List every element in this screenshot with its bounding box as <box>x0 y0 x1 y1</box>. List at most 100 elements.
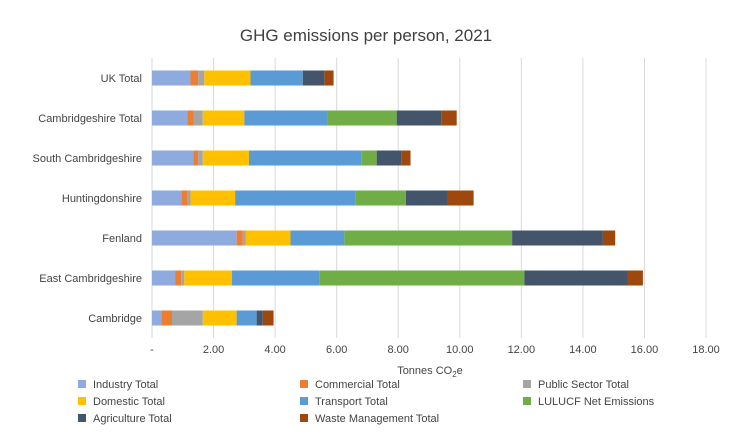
legend-label: Agriculture Total <box>93 413 172 425</box>
bar-segment <box>256 310 263 326</box>
legend-label: Waste Management Total <box>315 413 439 425</box>
bar-segment <box>236 310 257 326</box>
category-label: UK Total <box>101 73 142 85</box>
bar-segment <box>181 270 185 286</box>
bar-segment <box>245 230 291 246</box>
bar-segment <box>152 70 191 86</box>
bar-segment <box>324 70 334 86</box>
x-tick-label: 2.00 <box>203 344 224 356</box>
legend-label: Public Sector Total <box>538 379 629 391</box>
bar-segment <box>355 190 406 206</box>
legend-swatch <box>78 380 86 388</box>
bar-segment <box>344 230 513 246</box>
bar-segment <box>161 310 173 326</box>
legend-item: Transport Total <box>300 396 388 408</box>
bar-segment <box>193 150 199 166</box>
bar-segment <box>187 190 191 206</box>
legend-swatch <box>78 397 86 405</box>
category-label: Cambridgeshire Total <box>38 113 142 125</box>
bar-segment <box>202 110 245 126</box>
x-axis-title-main: Tonnes CO <box>397 365 452 377</box>
bar-segment <box>248 150 362 166</box>
bar-segment <box>190 190 236 206</box>
legend-swatch <box>523 380 531 388</box>
category-label: Cambridge <box>88 313 142 325</box>
legend-item: Commercial Total <box>300 379 400 391</box>
legend-swatch <box>300 397 308 405</box>
bar-segment <box>198 150 203 166</box>
bar-segment <box>319 270 525 286</box>
bar-segment <box>376 150 402 166</box>
bar-segment <box>152 310 162 326</box>
bar-segment <box>202 310 237 326</box>
legend-swatch <box>300 414 308 422</box>
bar-segment <box>152 110 188 126</box>
legend-swatch <box>78 414 86 422</box>
legend-item: Domestic Total <box>78 396 165 408</box>
bar-segment <box>198 70 205 86</box>
bar-segment <box>327 110 397 126</box>
legend-label: Industry Total <box>93 379 158 391</box>
bar-segment <box>602 230 616 246</box>
bar-segment <box>524 270 628 286</box>
legend-item: Agriculture Total <box>78 413 172 425</box>
x-tick-label: 12.00 <box>508 344 536 356</box>
bar-segment <box>361 150 377 166</box>
legend-swatch <box>300 380 308 388</box>
bar-segment <box>512 230 603 246</box>
bar-segment <box>447 190 474 206</box>
bar-segment <box>290 230 345 246</box>
bar-segment <box>190 70 199 86</box>
x-tick-label: 14.00 <box>569 344 597 356</box>
legend: Industry Total Commercial Total Public Sec… <box>78 379 655 425</box>
bar-segment <box>202 150 249 166</box>
x-tick-label: 16.00 <box>631 344 659 356</box>
x-tick-label: 6.00 <box>326 344 347 356</box>
legend-item: Public Sector Total <box>523 379 629 391</box>
bar-segment <box>441 110 457 126</box>
category-label: East Cambridgeshire <box>39 273 142 285</box>
x-axis-title-end: e <box>457 365 463 377</box>
bar-segment <box>236 230 243 246</box>
legend-label: Transport Total <box>315 396 388 408</box>
x-tick-label: - <box>150 344 154 356</box>
bar-segment <box>235 190 356 206</box>
bar-segment <box>172 310 203 326</box>
bar-segment <box>302 70 325 86</box>
x-tick-labels: - 2.00 4.00 6.00 8.00 10.00 12.00 14.00 16.00 18.… <box>150 344 720 356</box>
legend-label: LULUCF Net Emissions <box>538 396 655 408</box>
bar-segment <box>232 270 320 286</box>
bar-segment <box>242 230 246 246</box>
legend-item: Industry Total <box>78 379 158 391</box>
bar-segment <box>204 70 251 86</box>
x-tick-label: 4.00 <box>264 344 285 356</box>
bar-segment <box>187 110 194 126</box>
x-tick-label: 18.00 <box>692 344 720 356</box>
bar-segment <box>250 70 303 86</box>
bar-segment <box>193 110 203 126</box>
bars <box>152 70 643 326</box>
bar-segment <box>262 310 274 326</box>
bar-segment <box>175 270 182 286</box>
legend-label: Commercial Total <box>315 379 400 391</box>
legend-swatch <box>523 397 531 405</box>
category-labels: UK Total Cambridgeshire Total South Cambri… <box>33 73 142 325</box>
legend-item: LULUCF Net Emissions <box>523 396 655 408</box>
legend-label: Domestic Total <box>93 396 165 408</box>
bar-segment <box>405 190 448 206</box>
bar-segment <box>181 190 188 206</box>
bar-segment <box>152 230 237 246</box>
bar-segment <box>244 110 328 126</box>
x-tick-label: 8.00 <box>388 344 409 356</box>
bar-segment <box>627 270 643 286</box>
bar-segment <box>396 110 442 126</box>
bar-segment <box>184 270 233 286</box>
x-axis-title-subscript: 2 <box>452 370 457 379</box>
bar-segment <box>152 270 176 286</box>
bar-segment <box>401 150 411 166</box>
legend-item: Waste Management Total <box>300 413 439 425</box>
category-label: Huntingdonshire <box>62 193 142 205</box>
